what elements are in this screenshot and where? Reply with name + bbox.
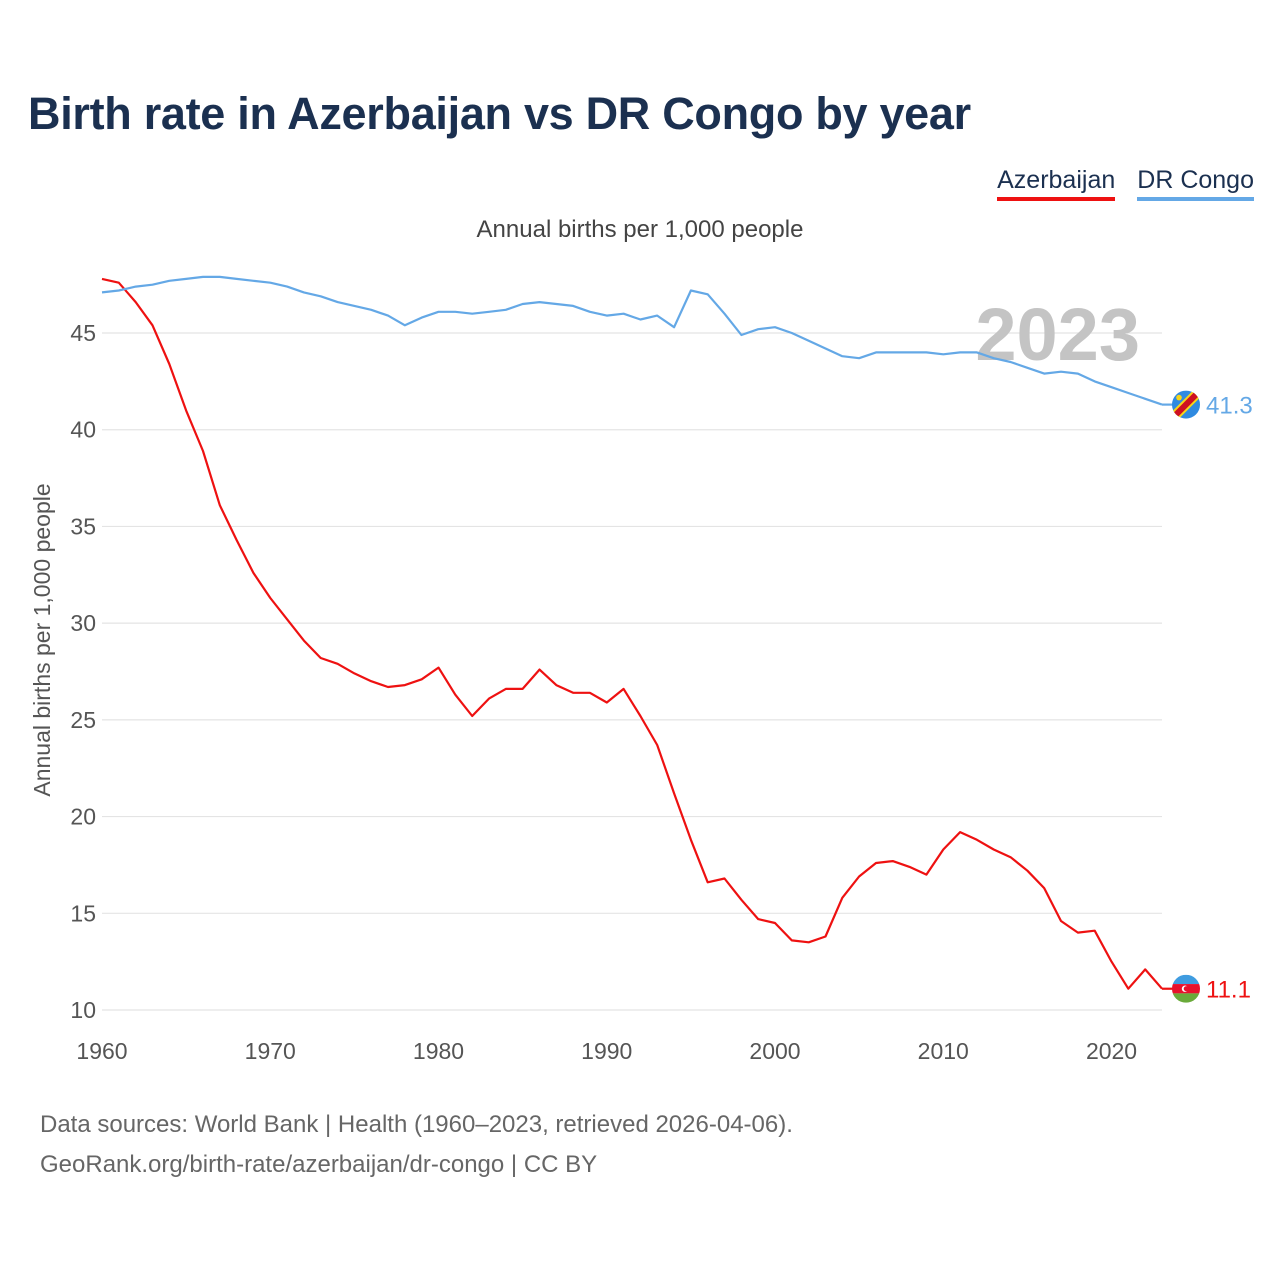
year-watermark: 2023 [975,293,1140,376]
legend-item-dr-congo[interactable]: DR Congo [1137,166,1254,201]
y-axis-ticks: 10 15 20 25 30 35 40 45 [70,320,96,1023]
y-tick-label-20: 20 [70,804,96,830]
y-tick-label-10: 10 [70,997,96,1023]
y-tick-label-40: 40 [70,417,96,443]
y-tick-label-25: 25 [70,707,96,733]
series-line-dr-congo [101,275,1163,406]
legend: Azerbaijan DR Congo [997,166,1254,201]
x-tick-label-1960: 1960 [76,1038,127,1064]
x-tick-label-2000: 2000 [749,1038,800,1064]
x-tick-label-2010: 2010 [918,1038,969,1064]
footer: Data sources: World Bank | Health (1960–… [40,1105,793,1185]
end-value-label-azerbaijan: 11.1 [1206,977,1251,1004]
x-tick-label-1980: 1980 [413,1038,464,1064]
line-chart: 10 15 20 25 30 35 40 45 1960 1970 1980 1990 2000 201… [29,275,1253,1064]
x-tick-label-1970: 1970 [245,1038,296,1064]
end-value-label-dr-congo: 41.3 [1206,393,1253,420]
y-tick-label-45: 45 [70,320,96,346]
x-tick-label-2020: 2020 [1086,1038,1137,1064]
series-lines [101,275,1163,990]
legend-item-azerbaijan[interactable]: Azerbaijan [997,166,1116,201]
footer-url[interactable]: GeoRank.org/birth-rate/azerbaijan/dr-con… [40,1151,598,1178]
series-end-markers: 11.1 41.3 [1162,390,1253,1004]
footer-source: Data sources: World Bank | Health (1960–… [40,1111,793,1138]
y-tick-label-35: 35 [70,513,96,539]
flag-icon-dr-congo [1172,390,1200,419]
x-axis-ticks: 1960 1970 1980 1990 2000 2010 2020 [76,1038,1137,1064]
gridlines [102,332,1162,1011]
y-tick-label-15: 15 [70,900,96,926]
y-tick-label-30: 30 [70,610,96,636]
flag-icon-azerbaijan [1172,974,1200,1003]
chart-subtitle: Annual births per 1,000 people [476,216,804,243]
series-line-azerbaijan [101,277,1163,990]
x-tick-label-1990: 1990 [581,1038,632,1064]
chart-title: Birth rate in Azerbaijan vs DR Congo by … [28,88,971,139]
y-axis-label: Annual births per 1,000 people [29,483,55,796]
